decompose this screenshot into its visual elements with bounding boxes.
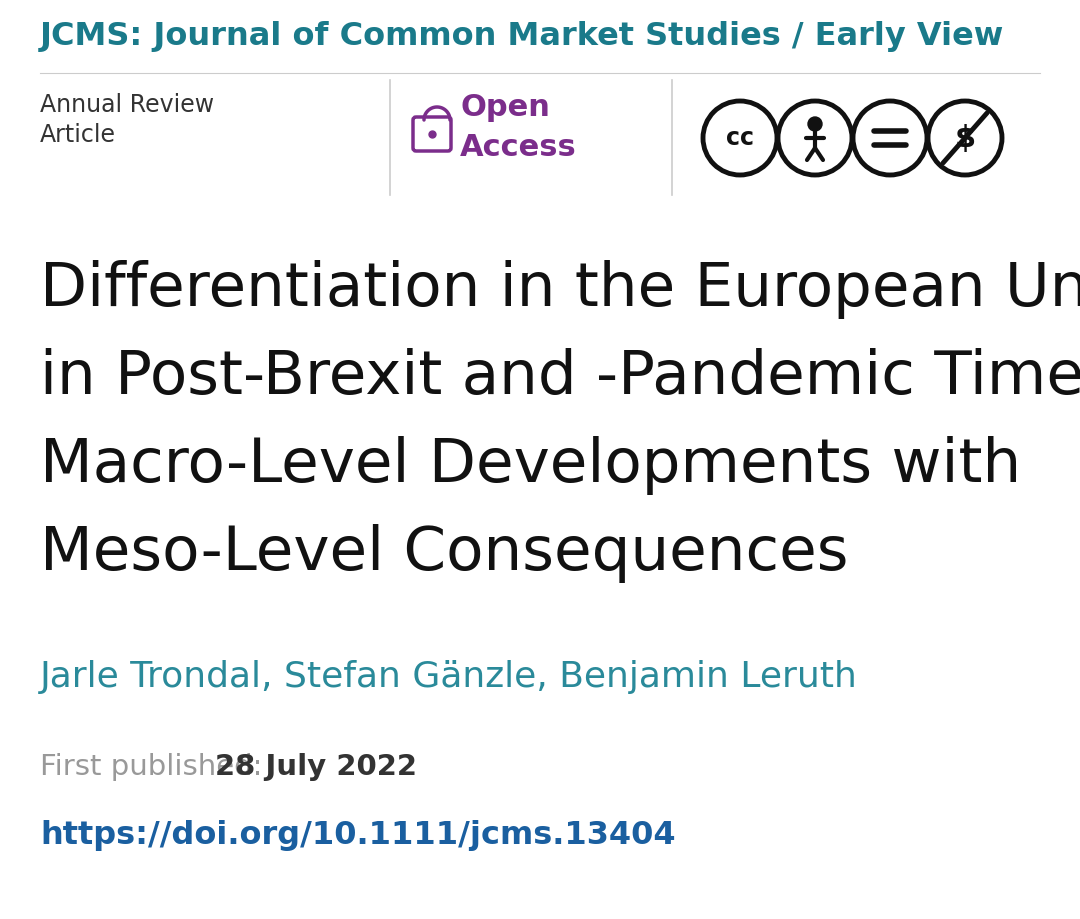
Text: $: $: [955, 123, 975, 153]
Text: Jarle Trondal, Stefan Gänzle, Benjamin Leruth: Jarle Trondal, Stefan Gänzle, Benjamin L…: [40, 660, 858, 694]
Circle shape: [808, 117, 822, 131]
Text: Meso-Level Consequences: Meso-Level Consequences: [40, 524, 849, 583]
Text: JCMS: Journal of Common Market Studies / Early View: JCMS: Journal of Common Market Studies /…: [40, 20, 1004, 51]
Text: Macro-Level Developments with: Macro-Level Developments with: [40, 436, 1022, 495]
Text: 28 July 2022: 28 July 2022: [215, 753, 417, 781]
Text: Differentiation in the European Union: Differentiation in the European Union: [40, 260, 1080, 319]
Text: in Post-Brexit and -Pandemic Times:: in Post-Brexit and -Pandemic Times:: [40, 348, 1080, 407]
Text: cc: cc: [726, 126, 754, 150]
Text: Article: Article: [40, 123, 116, 147]
Text: https://doi.org/10.1111/jcms.13404: https://doi.org/10.1111/jcms.13404: [40, 820, 676, 851]
Text: First published:: First published:: [40, 753, 272, 781]
Text: Annual Review: Annual Review: [40, 93, 214, 117]
Text: Access: Access: [460, 133, 577, 163]
Text: Open: Open: [460, 94, 550, 122]
